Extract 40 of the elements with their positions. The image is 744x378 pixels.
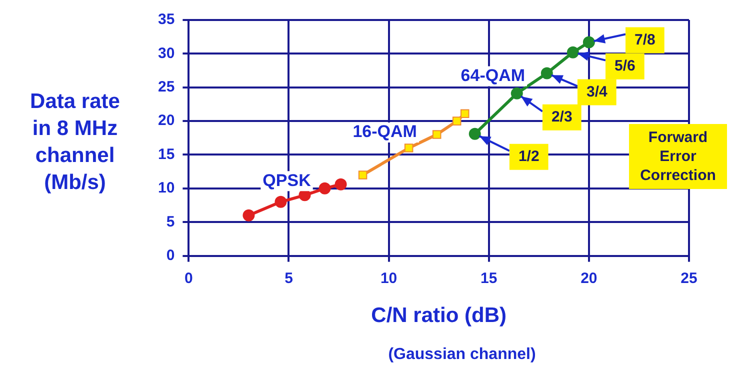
point <box>358 170 368 180</box>
y-tick-label: 0 <box>166 246 175 264</box>
point <box>582 36 595 48</box>
point <box>452 116 462 126</box>
point <box>404 144 414 152</box>
annotation: 7/8 <box>634 31 656 48</box>
point <box>242 209 255 222</box>
y-tick-label: 15 <box>158 146 175 163</box>
y-tick-label: 20 <box>158 112 175 130</box>
point <box>318 182 331 194</box>
x-tick-label: 5 <box>284 270 293 287</box>
point <box>468 128 481 140</box>
point <box>566 46 579 58</box>
series-label: 64-QAM <box>460 66 526 85</box>
point <box>510 87 523 100</box>
annotation: Forward Error Correction <box>629 124 727 189</box>
x-axis-title: C/N ratio (dB) <box>371 304 507 328</box>
y-tick-label: 35 <box>158 11 175 28</box>
x-tick-label: 25 <box>680 270 698 287</box>
x-tick-label: 20 <box>580 270 598 287</box>
point <box>334 178 347 190</box>
x-tick-label: 0 <box>184 270 193 287</box>
y-tick-label: 5 <box>166 213 175 230</box>
annotation: 2/3 <box>551 108 572 126</box>
y-tick-label: 30 <box>158 44 175 62</box>
point <box>274 196 287 208</box>
x-tick-label: 10 <box>380 270 398 287</box>
y-tick-label: 10 <box>158 180 175 197</box>
point <box>540 67 553 80</box>
y-tick-label: 25 <box>158 78 175 96</box>
annotation: 3/4 <box>586 83 608 100</box>
series-label: 16-QAM <box>352 122 417 142</box>
series-label: QPSK <box>262 170 312 190</box>
y-axis-title: Data rate in 8 MHz channel (Mb/s) <box>29 89 121 196</box>
text: (Gaussian channel) <box>387 346 537 364</box>
x-tick-label: 15 <box>480 270 498 287</box>
annotation: 5/6 <box>614 57 636 74</box>
point <box>460 109 470 118</box>
annotation: 1/2 <box>518 148 540 165</box>
point <box>432 130 442 139</box>
